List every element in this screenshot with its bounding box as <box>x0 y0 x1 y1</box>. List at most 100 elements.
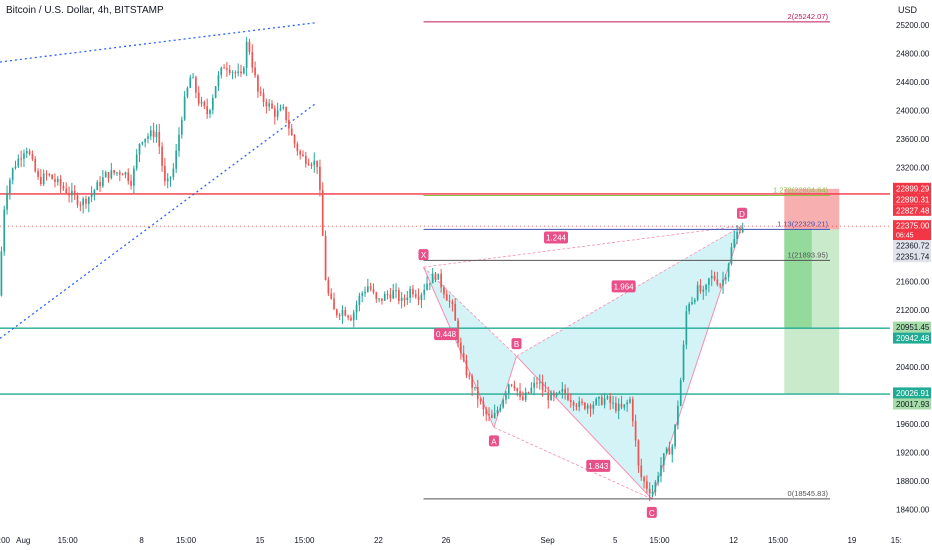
candle-down <box>716 279 719 285</box>
candle-up <box>144 138 147 143</box>
price-tag <box>893 204 931 216</box>
pattern-point-badge <box>737 207 748 219</box>
candle-down <box>76 195 79 205</box>
candle-up <box>180 119 183 135</box>
candle-up <box>3 209 6 252</box>
candle-down <box>536 382 538 384</box>
candle-down <box>285 106 287 121</box>
y-tick-label: 25200.00 <box>896 21 930 30</box>
ratio-badge <box>543 231 568 244</box>
candle-down <box>643 477 645 482</box>
candle-up <box>14 166 17 169</box>
candle-down <box>68 193 70 196</box>
pattern-point-badge <box>418 249 429 261</box>
candle-up <box>499 407 502 411</box>
candle-down <box>648 488 651 494</box>
candle-down <box>20 158 22 160</box>
candle-up <box>175 150 178 169</box>
candle-up <box>733 238 736 248</box>
candle-up <box>595 398 597 405</box>
candle-down <box>240 71 242 74</box>
candle-up <box>693 299 696 303</box>
candle-up <box>11 168 14 181</box>
x-tick-label: 12 <box>729 536 738 545</box>
price-tag <box>893 220 931 241</box>
candle-down <box>333 298 335 310</box>
pattern-point-label: C <box>649 509 655 518</box>
candle-down <box>465 360 468 376</box>
position-zones <box>784 188 840 394</box>
candle-up <box>200 101 203 104</box>
price-axis-bg <box>890 0 932 550</box>
candle-up <box>138 143 141 155</box>
candle-down <box>257 75 259 92</box>
candle-up <box>355 304 358 313</box>
candle-down <box>491 414 493 418</box>
candle-up <box>505 393 507 400</box>
candle-up <box>592 404 595 409</box>
candle-down <box>414 294 417 297</box>
candle-up <box>172 168 175 177</box>
candle-up <box>279 108 282 111</box>
candles <box>0 36 744 502</box>
x-tick-label: 15:00 <box>176 536 197 545</box>
candle-up <box>710 276 713 279</box>
candle-up <box>598 396 600 399</box>
candle-up <box>361 293 364 296</box>
candle-down <box>541 382 544 391</box>
candle-down <box>527 392 530 394</box>
candle-down <box>668 448 671 455</box>
candle-down <box>321 190 324 236</box>
pattern-leg <box>516 355 653 500</box>
candle-up <box>674 424 676 447</box>
candle-up <box>395 290 397 292</box>
x-tick-label: Aug <box>16 536 30 545</box>
candle-down <box>412 288 414 295</box>
candle-down <box>468 375 471 377</box>
candle-up <box>530 387 533 393</box>
candle-up <box>420 294 423 300</box>
candle-up <box>586 405 589 409</box>
x-tick-label: 15:00 <box>58 536 79 545</box>
candle-down <box>113 170 116 173</box>
candle-up <box>6 192 8 210</box>
x-tick-label: 15:00 <box>294 536 315 545</box>
candle-down <box>631 399 634 422</box>
y-tick-label: 18800.00 <box>896 477 930 486</box>
price-tag-value: 20026.91 <box>896 389 930 398</box>
candle-down <box>344 309 347 316</box>
price-tag-value: 22890.31 <box>896 195 930 204</box>
candle-down <box>248 41 251 53</box>
candle-up <box>147 136 149 139</box>
candle-up <box>677 405 679 425</box>
candle-down <box>575 405 578 407</box>
candle-down <box>316 160 318 167</box>
candle-up <box>629 399 631 403</box>
y-tick-label: 18400.00 <box>896 505 930 514</box>
candle-down <box>522 396 524 400</box>
candle-down <box>434 273 437 280</box>
candle-up <box>657 476 660 483</box>
candle-up <box>93 189 96 194</box>
price-tag <box>893 240 931 252</box>
pattern-ratio-line <box>423 266 517 357</box>
candle-down <box>581 401 583 403</box>
candle-up <box>555 392 558 396</box>
candle-up <box>116 172 118 174</box>
candle-down <box>51 174 53 180</box>
x-tick-label: 22 <box>374 536 383 545</box>
pattern-ratio-line <box>423 225 743 268</box>
candle-down <box>65 188 68 194</box>
candle-up <box>606 396 609 399</box>
candle-down <box>327 280 330 294</box>
fib-level-label: 0(18545.83) <box>788 489 829 498</box>
candle-up <box>741 228 744 233</box>
candle-down <box>403 297 406 301</box>
candle-up <box>102 177 104 186</box>
candle-up <box>192 77 194 79</box>
price-tag-value: 20951.45 <box>896 323 930 332</box>
candle-up <box>651 492 654 494</box>
candle-up <box>727 263 730 278</box>
candle-up <box>133 168 135 186</box>
